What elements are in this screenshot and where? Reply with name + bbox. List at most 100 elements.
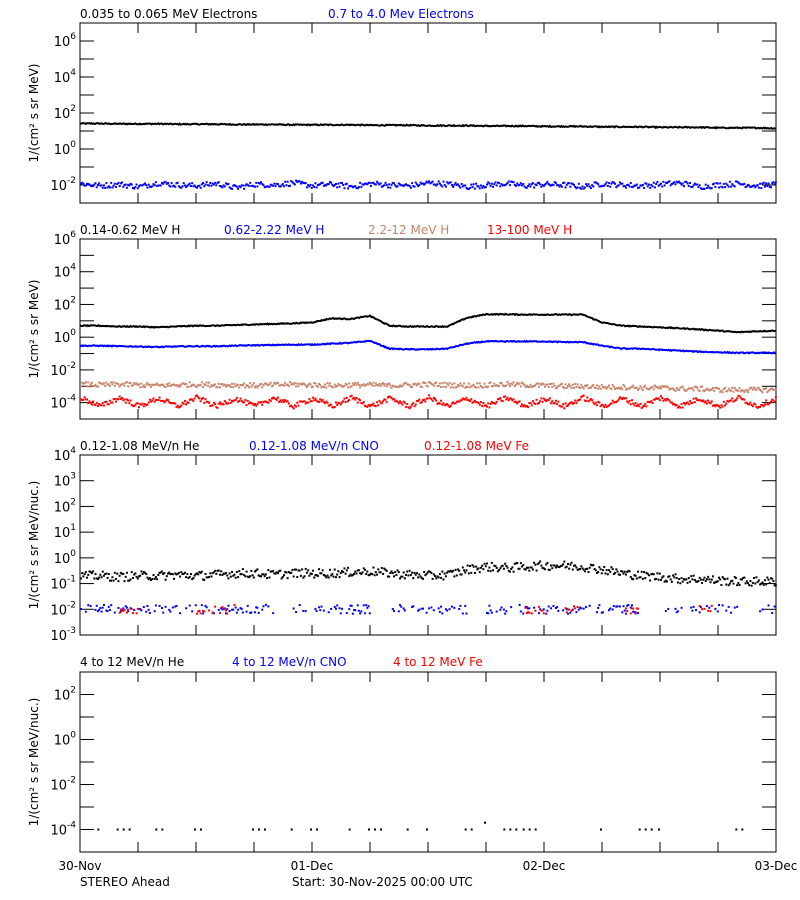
data-point: [612, 181, 615, 184]
data-point: [310, 573, 313, 576]
data-point: [322, 573, 325, 576]
data-point: [298, 382, 301, 385]
data-point: [255, 181, 258, 184]
data-point: [121, 609, 124, 612]
data-point: [679, 182, 682, 185]
data-point: [212, 401, 215, 404]
data-point: [192, 577, 195, 580]
data-point: [575, 611, 578, 614]
data-point: [301, 181, 304, 184]
data-point: [268, 398, 271, 401]
data-point: [351, 397, 354, 400]
data-point: [281, 183, 284, 186]
data-point: [228, 186, 231, 189]
data-point: [297, 180, 300, 183]
data-point: [710, 578, 713, 581]
data-point: [316, 184, 319, 187]
data-point: [125, 571, 128, 574]
data-point: [84, 184, 87, 187]
data-point: [152, 574, 155, 577]
data-point: [499, 608, 502, 611]
data-point: [133, 382, 136, 385]
data-point: [649, 186, 652, 189]
data-point: [233, 399, 236, 402]
y-tick-label: 10-4: [50, 394, 76, 412]
data-point: [428, 394, 430, 397]
data-point: [515, 400, 517, 403]
data-point: [384, 398, 387, 401]
data-point: [711, 404, 714, 407]
data-point: [372, 181, 375, 184]
data-point: [747, 183, 749, 186]
data-point: [389, 395, 392, 398]
data-point: [769, 577, 772, 580]
data-point: [566, 404, 569, 407]
data-point: [264, 573, 267, 576]
data-point: [761, 182, 764, 185]
data-point: [545, 400, 548, 403]
data-point: [533, 402, 536, 405]
data-point: [454, 568, 457, 571]
data-point: [285, 184, 288, 187]
data-point: [534, 384, 537, 387]
data-point: [333, 184, 336, 187]
data-point: [133, 405, 136, 408]
data-point: [616, 570, 619, 573]
data-point: [482, 386, 485, 389]
data-point: [376, 573, 379, 576]
data-point: [289, 184, 292, 187]
data-point: [296, 575, 299, 578]
data-point: [624, 573, 627, 576]
data-point: [478, 403, 481, 406]
data-point: [713, 389, 716, 392]
data-point: [731, 183, 734, 186]
data-point: [528, 385, 531, 388]
data-point: [270, 385, 273, 388]
data-point: [110, 604, 113, 607]
data-point: [440, 399, 443, 402]
data-point: [658, 183, 661, 186]
data-point: [162, 399, 165, 402]
data-point: [264, 382, 267, 385]
data-point: [153, 577, 156, 580]
data-point: [542, 567, 545, 570]
data-point: [716, 404, 719, 407]
data-point: [417, 185, 420, 188]
data-point: [269, 183, 272, 186]
data-point: [345, 383, 348, 386]
data-point: [275, 571, 278, 574]
data-point: [707, 184, 710, 187]
data-point: [495, 610, 498, 613]
data-point: [672, 574, 675, 577]
data-point: [93, 403, 96, 406]
data-point: [292, 607, 295, 610]
data-point: [420, 576, 423, 579]
data-point: [98, 182, 101, 185]
data-point: [459, 573, 462, 576]
data-point: [751, 405, 754, 408]
data-point: [88, 385, 91, 388]
data-point: [529, 402, 532, 405]
data-point: [429, 397, 432, 400]
data-point: [240, 399, 243, 402]
data-point: [598, 566, 601, 569]
data-point: [644, 828, 647, 831]
data-point: [101, 383, 104, 386]
data-point: [519, 562, 522, 565]
data-point: [211, 572, 214, 575]
data-point: [202, 181, 205, 184]
data-point: [457, 183, 459, 186]
data-point: [83, 184, 86, 187]
data-point: [773, 183, 776, 186]
data-point: [530, 183, 533, 186]
data-point: [527, 607, 530, 610]
data-point: [651, 385, 654, 388]
data-point: [97, 828, 100, 831]
data-point: [540, 383, 543, 386]
data-point: [697, 399, 700, 402]
data-point: [90, 403, 93, 406]
data-point: [476, 568, 479, 571]
data-point: [227, 604, 230, 607]
data-point: [337, 401, 340, 404]
data-point: [147, 578, 150, 581]
